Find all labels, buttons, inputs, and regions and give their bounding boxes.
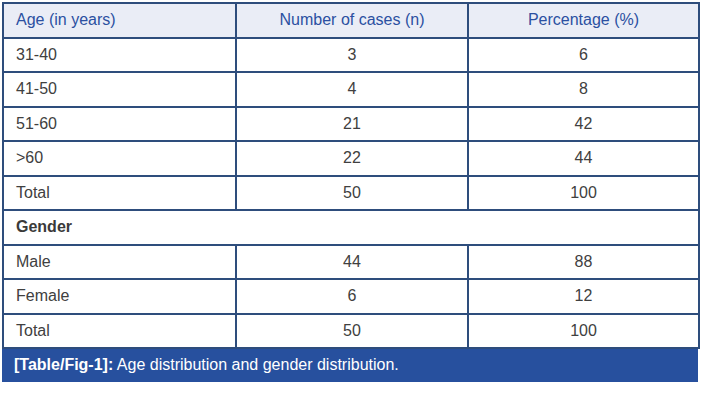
cases-cell: 22 — [236, 141, 468, 176]
cases-cell: 50 — [236, 314, 468, 349]
column-header-cases: Number of cases (n) — [236, 3, 468, 38]
cases-cell: 6 — [236, 279, 468, 314]
percentage-cell: 44 — [468, 141, 699, 176]
table-row: 41-50 4 8 — [3, 72, 699, 107]
age-range-cell: >60 — [3, 141, 236, 176]
gender-total-cell: Total — [3, 314, 236, 349]
age-range-cell: 51-60 — [3, 107, 236, 142]
table-row: 51-60 21 42 — [3, 107, 699, 142]
percentage-cell: 12 — [468, 279, 699, 314]
table-caption-bar: [Table/Fig-1]: Age distribution and gend… — [2, 349, 698, 382]
percentage-cell: 8 — [468, 72, 699, 107]
table-row: >60 22 44 — [3, 141, 699, 176]
figure-panel: Age (in years) Number of cases (n) Perce… — [0, 0, 701, 404]
section-header-row: Gender — [3, 210, 699, 245]
gender-section-header: Gender — [3, 210, 699, 245]
age-total-cell: Total — [3, 176, 236, 211]
percentage-cell: 42 — [468, 107, 699, 142]
table-row: Total 50 100 — [3, 314, 699, 349]
percentage-cell: 100 — [468, 176, 699, 211]
gender-cell: Female — [3, 279, 236, 314]
percentage-cell: 6 — [468, 38, 699, 73]
percentage-cell: 100 — [468, 314, 699, 349]
table-caption-label: [Table/Fig-1]: — [14, 356, 113, 373]
table-row: Female 6 12 — [3, 279, 699, 314]
percentage-cell: 88 — [468, 245, 699, 280]
column-header-percentage: Percentage (%) — [468, 3, 699, 38]
table-row: 31-40 3 6 — [3, 38, 699, 73]
age-gender-table: Age (in years) Number of cases (n) Perce… — [2, 2, 700, 349]
table-caption-text: Age distribution and gender distribution… — [117, 356, 399, 373]
table-row: Male 44 88 — [3, 245, 699, 280]
age-range-cell: 31-40 — [3, 38, 236, 73]
column-header-age: Age (in years) — [3, 3, 236, 38]
cases-cell: 50 — [236, 176, 468, 211]
gender-cell: Male — [3, 245, 236, 280]
cases-cell: 21 — [236, 107, 468, 142]
cases-cell: 3 — [236, 38, 468, 73]
table-row: Total 50 100 — [3, 176, 699, 211]
cases-cell: 44 — [236, 245, 468, 280]
cases-cell: 4 — [236, 72, 468, 107]
age-range-cell: 41-50 — [3, 72, 236, 107]
table-header-row: Age (in years) Number of cases (n) Perce… — [3, 3, 699, 38]
